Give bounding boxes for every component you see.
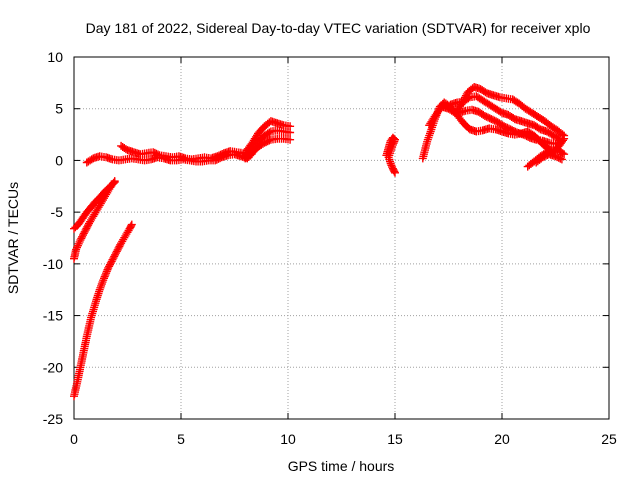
data-point: [74, 239, 83, 248]
data-point: [78, 232, 87, 241]
series-track-o: [532, 150, 566, 167]
data-point: [95, 285, 104, 294]
data-point: [558, 130, 567, 139]
data-point: [154, 150, 162, 159]
y-tick-label: -5: [51, 204, 64, 220]
data-point: [286, 128, 295, 137]
x-tick-label: 0: [70, 431, 78, 447]
data-point: [111, 250, 120, 259]
data-point: [391, 168, 399, 177]
data-points: [70, 83, 569, 401]
series-track-a: [70, 220, 136, 401]
series-track-l: [446, 92, 564, 143]
data-point: [560, 150, 569, 159]
x-tick-label: 20: [494, 431, 510, 447]
y-axis-label: SDTVAR / TECUs: [5, 182, 21, 294]
x-tick-label: 15: [387, 431, 403, 447]
data-point: [265, 136, 274, 145]
data-point: [75, 237, 84, 246]
data-point: [110, 178, 119, 187]
series-track-i: [382, 133, 399, 177]
data-point: [73, 243, 81, 252]
series-track-b: [70, 177, 119, 263]
plot-frame: [73, 56, 610, 420]
y-tick-label: 5: [55, 101, 63, 117]
y-tick-label: -15: [43, 308, 63, 324]
y-tick-label: -20: [43, 359, 63, 375]
gridlines: [74, 57, 609, 419]
series-track-g: [241, 126, 295, 161]
x-axis-ticks: 0 5 10 15 20 25: [70, 57, 617, 447]
data-point: [557, 155, 566, 164]
series-track-c: [70, 178, 119, 233]
data-point: [560, 131, 569, 140]
data-point: [97, 281, 106, 290]
x-tick-label: 25: [601, 431, 617, 447]
series-track-e: [117, 141, 248, 164]
series-track-m: [455, 105, 566, 148]
data-point: [109, 179, 118, 188]
data-point: [99, 276, 108, 285]
data-point: [100, 272, 109, 281]
series-track-h: [241, 134, 295, 163]
data-point: [265, 128, 274, 137]
x-axis-label: GPS time / hours: [288, 458, 395, 474]
data-point: [73, 241, 82, 250]
x-tick-label: 10: [280, 431, 296, 447]
data-point: [286, 135, 295, 144]
data-point: [72, 245, 81, 254]
data-point: [464, 94, 473, 103]
y-axis-ticks: -25 -20 -15 -10 -5 0 5 10: [43, 49, 609, 427]
data-point: [102, 269, 111, 278]
chart-title: Day 181 of 2022, Sidereal Day-to-day VTE…: [86, 20, 591, 36]
y-tick-label: 0: [55, 152, 63, 168]
data-point: [556, 154, 565, 163]
series-track-f: [241, 117, 295, 157]
y-tick-label: 10: [47, 49, 63, 65]
x-tick-label: 5: [177, 431, 185, 447]
data-point: [127, 220, 136, 229]
data-point: [557, 137, 566, 146]
y-tick-label: -25: [43, 411, 63, 427]
y-tick-label: -10: [43, 256, 63, 272]
